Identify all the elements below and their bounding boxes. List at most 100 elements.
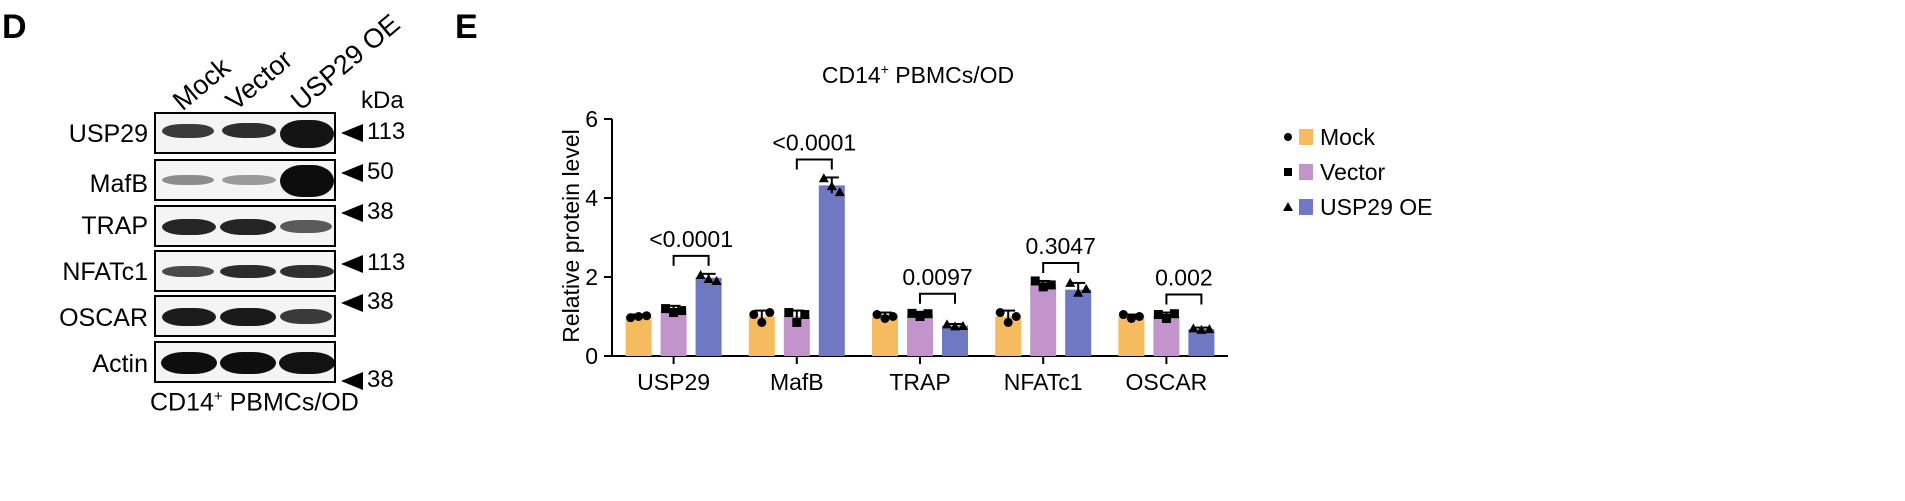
blot-caption: CD14+ PBMCs/OD xyxy=(150,388,359,417)
y-tick-label: 2 xyxy=(585,264,598,290)
data-point xyxy=(950,321,960,331)
legend-swatch xyxy=(1299,199,1313,215)
significance-bracket xyxy=(1165,293,1203,305)
data-point xyxy=(749,310,759,320)
significance-bracket xyxy=(672,254,710,266)
band xyxy=(280,165,334,197)
blot-actin xyxy=(154,341,336,383)
bar xyxy=(872,316,898,356)
band xyxy=(161,352,217,374)
band xyxy=(162,175,214,185)
marker-nfatc1: 113 xyxy=(341,249,405,277)
data-point xyxy=(711,275,722,285)
data-point xyxy=(1161,313,1171,323)
data-point xyxy=(1204,324,1215,334)
p-value-label: 0.002 xyxy=(1155,265,1213,291)
data-point xyxy=(1134,312,1144,321)
data-point xyxy=(757,317,767,327)
data-point xyxy=(792,317,802,327)
y-axis-label: Relative protein level xyxy=(558,129,584,343)
data-point xyxy=(1188,323,1199,333)
band xyxy=(280,309,332,324)
data-point xyxy=(1081,283,1092,293)
band xyxy=(222,123,276,138)
data-point xyxy=(1118,310,1128,320)
data-point xyxy=(1011,312,1021,321)
legend-label: Mock xyxy=(1320,124,1375,150)
blot-mafb xyxy=(154,159,336,201)
blot-oscar xyxy=(154,295,336,337)
data-point xyxy=(915,312,925,321)
data-point xyxy=(626,313,636,323)
band xyxy=(162,308,216,326)
legend-swatch xyxy=(1299,129,1313,145)
data-point xyxy=(1169,309,1179,319)
data-point xyxy=(826,181,837,191)
y-tick-label: 0 xyxy=(585,343,598,369)
p-value-label: 0.0097 xyxy=(902,264,972,290)
y-tick-label: 6 xyxy=(585,106,598,132)
data-point xyxy=(872,310,882,320)
y-tick-label: 4 xyxy=(585,185,598,211)
x-tick-label: MafB xyxy=(770,369,824,395)
significance-bracket xyxy=(919,292,956,304)
data-point xyxy=(677,306,687,316)
band xyxy=(162,219,216,235)
blot-trap xyxy=(154,205,336,247)
band xyxy=(220,308,276,326)
blot-label-mafb: MafB xyxy=(89,170,148,198)
data-point xyxy=(834,187,845,197)
band xyxy=(220,219,276,235)
blot-label-usp29: USP29 xyxy=(68,120,148,148)
marker-oscar: 38 xyxy=(341,288,394,316)
band xyxy=(220,265,276,278)
data-point xyxy=(1196,324,1207,334)
data-point xyxy=(1038,282,1048,292)
band xyxy=(280,220,332,233)
blot-label-oscar: OSCAR xyxy=(59,304,148,332)
data-point xyxy=(1046,280,1056,290)
x-tick-label: USP29 xyxy=(637,369,710,395)
bar xyxy=(625,316,652,356)
x-tick-label: TRAP xyxy=(889,369,950,395)
data-point xyxy=(880,313,890,323)
legend-swatch xyxy=(1299,164,1313,180)
data-point xyxy=(661,304,671,314)
data-point xyxy=(642,311,652,321)
significance-bracket xyxy=(795,158,833,170)
p-value-label: 0.3047 xyxy=(1026,233,1096,259)
data-point xyxy=(800,310,810,320)
data-point xyxy=(995,308,1005,318)
bar xyxy=(660,310,687,356)
x-tick-label: OSCAR xyxy=(1126,369,1208,395)
bar xyxy=(818,185,845,356)
band xyxy=(220,352,276,374)
kda-label: kDa xyxy=(361,87,404,114)
blot-label-trap: TRAP xyxy=(81,212,148,240)
data-point xyxy=(1003,317,1013,327)
legend-marker xyxy=(1284,133,1292,141)
legend-label: USP29 OE xyxy=(1320,194,1433,220)
data-point xyxy=(703,273,714,283)
data-point xyxy=(784,308,794,318)
data-point xyxy=(1153,310,1163,320)
panel-letter-d: D xyxy=(2,8,27,46)
legend-label: Vector xyxy=(1320,159,1386,185)
data-point xyxy=(1030,276,1040,286)
data-point xyxy=(907,308,917,318)
band xyxy=(280,265,334,278)
data-point xyxy=(1126,313,1136,323)
bar xyxy=(942,325,968,356)
blot-usp29 xyxy=(154,112,336,154)
significance-bracket xyxy=(1042,261,1080,273)
legend-marker xyxy=(1283,202,1293,211)
data-point xyxy=(923,309,933,319)
data-point xyxy=(818,173,829,183)
data-point xyxy=(958,320,968,330)
band xyxy=(279,352,334,374)
bar xyxy=(1030,284,1057,356)
blot-label-actin: Actin xyxy=(92,350,148,378)
data-point xyxy=(1065,277,1076,287)
marker-mafb: 50 xyxy=(341,158,394,186)
legend-marker xyxy=(1284,168,1292,176)
